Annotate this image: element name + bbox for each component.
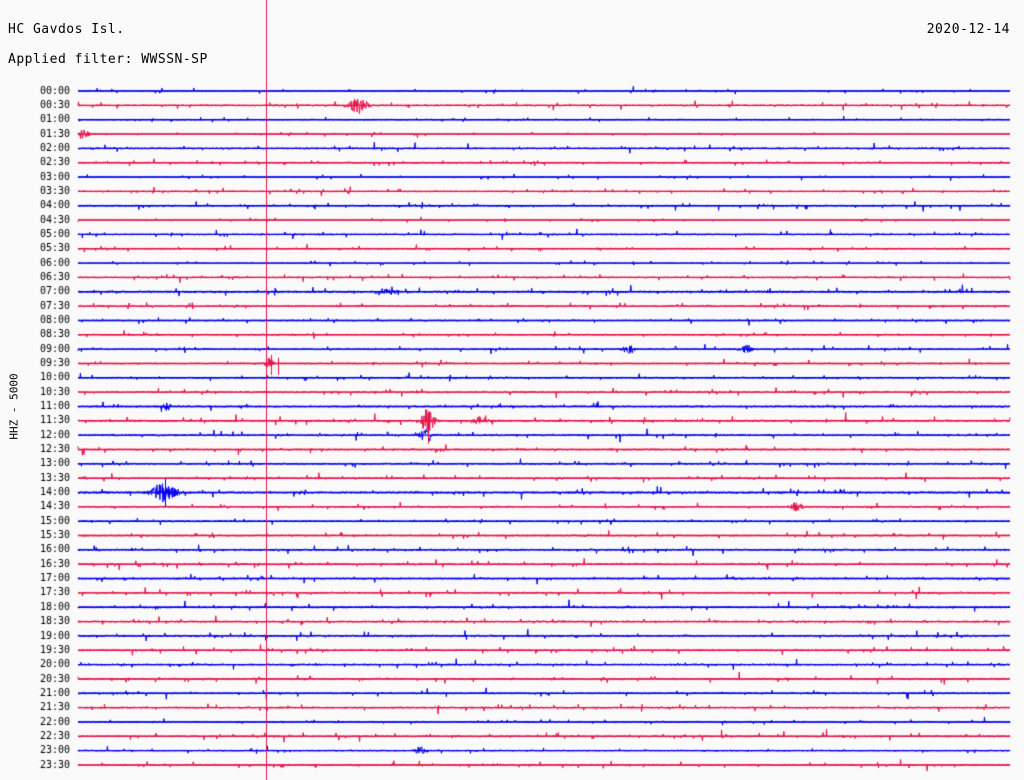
y-axis-unit-label: HHZ - 5000 bbox=[7, 373, 21, 440]
station-title: HC Gavdos Isl. bbox=[8, 22, 125, 37]
applied-filter-label: Applied filter: WWSSN-SP bbox=[8, 52, 208, 67]
date-label: 2020-12-14 bbox=[926, 22, 1010, 37]
